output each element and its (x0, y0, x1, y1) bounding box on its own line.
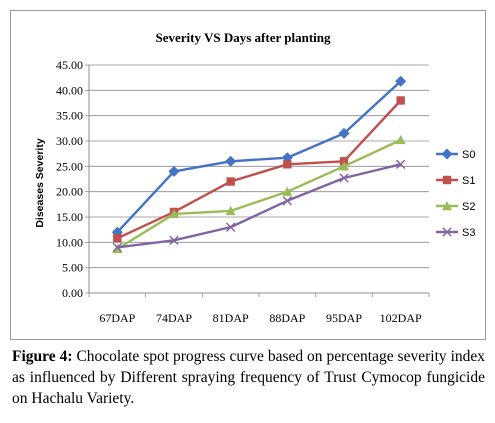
data-point-s3 (282, 196, 293, 206)
y-tick-label: 45.00 (56, 58, 83, 72)
data-point-s2 (282, 186, 293, 196)
x-tick-label: 74DAP (156, 311, 192, 325)
data-point-s3 (169, 235, 179, 246)
series-line-s1 (116, 99, 402, 240)
legend-label-s3: S3 (462, 227, 475, 239)
legend-marker-s0 (441, 148, 453, 160)
y-tick-label: 5.00 (62, 261, 83, 275)
y-tick-label: 25.00 (56, 159, 83, 173)
y-tick-label: 10.00 (56, 235, 83, 249)
line-chart: Severity VS Days after planting 0.00 5.00… (34, 30, 475, 325)
legend-label-s0: S0 (462, 149, 475, 161)
data-point-s0 (338, 127, 350, 139)
data-point-s1 (226, 177, 235, 186)
data-point-s0 (395, 75, 407, 87)
data-point-s3 (339, 173, 349, 183)
legend-label-s2: S2 (462, 201, 475, 213)
legend-item-s2: S2 (436, 201, 475, 213)
legend-item-s3: S3 (436, 227, 475, 239)
series-line-s2 (116, 138, 402, 250)
figure-caption: Figure 4: Chocolate spot progress curve … (12, 346, 485, 409)
data-point-s1 (396, 96, 405, 105)
data-point-s3 (225, 222, 236, 232)
data-point-s2 (339, 161, 349, 171)
data-point-s2 (225, 205, 236, 216)
x-tick-label: 88DAP (269, 311, 305, 325)
legend-marker-s2 (442, 201, 452, 211)
legend-marker-s1 (442, 175, 452, 185)
caption-label: Figure 4: (12, 348, 73, 365)
x-tick-label: 67DAP (99, 311, 135, 325)
x-tick-label: 95DAP (326, 311, 362, 325)
chart-title: Severity VS Days after planting (155, 30, 331, 45)
data-point-s3 (395, 159, 406, 170)
data-point-s2 (395, 134, 406, 145)
y-tick-label: 30.00 (56, 134, 83, 148)
y-tick-label: 0.00 (62, 286, 83, 300)
series-line-s0 (116, 80, 402, 234)
series-line-s3 (117, 163, 401, 249)
legend-item-s1: S1 (436, 175, 475, 187)
data-point-s1 (113, 234, 122, 243)
legend-marker-s3 (442, 227, 452, 237)
x-tick-label: 81DAP (213, 311, 249, 325)
data-point-s3 (112, 242, 123, 253)
data-point-s2 (169, 208, 179, 219)
legend-label-s1: S1 (462, 175, 475, 187)
data-point-s0 (225, 155, 237, 167)
y-tick-label: 15.00 (56, 210, 83, 224)
data-point-s1 (339, 157, 349, 166)
y-tick-label: 40.00 (56, 83, 83, 97)
chart-frame: Severity VS Days after planting 0.00 5.00… (10, 10, 486, 340)
x-tick-label: 102DAP (380, 311, 422, 325)
y-axis-title: Diseases Severity (34, 138, 46, 227)
y-tick-label: 20.00 (56, 185, 83, 199)
data-point-s1 (283, 160, 292, 169)
data-point-s0 (168, 165, 180, 177)
y-tick-label: 35.00 (56, 109, 83, 123)
caption-text: Chocolate spot progress curve based on p… (12, 348, 486, 407)
legend-item-s0: S0 (436, 148, 475, 161)
